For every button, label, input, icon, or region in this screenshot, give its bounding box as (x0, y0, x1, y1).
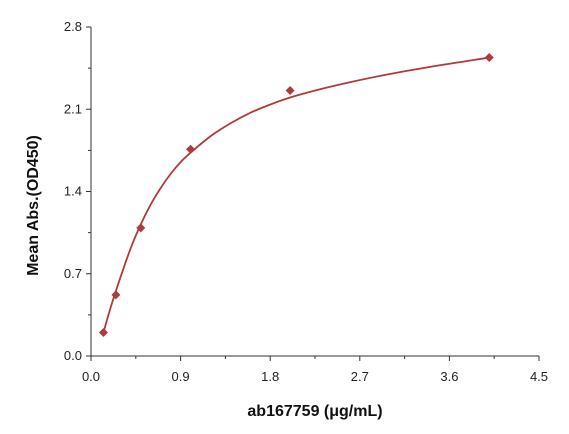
y-tick-label: 0.0 (64, 348, 82, 363)
data-point (186, 144, 196, 154)
data-point (285, 85, 295, 95)
data-point (484, 53, 494, 63)
fit-curve (102, 56, 490, 333)
y-axis-title: Mean Abs.(OD450) (25, 135, 42, 276)
data-points-layer (98, 53, 494, 337)
y-tick-label: 1.4 (64, 184, 82, 199)
y-tick-label: 2.8 (64, 19, 82, 34)
y-tick-label: 2.1 (64, 101, 82, 116)
x-tick-label: 1.8 (261, 369, 279, 384)
y-tick-label: 0.7 (64, 266, 82, 281)
data-point (98, 328, 108, 337)
fit-curve-layer (102, 56, 490, 333)
x-tick-label: 3.6 (440, 369, 458, 384)
data-point (111, 290, 121, 300)
x-tick-label: 4.5 (530, 369, 548, 384)
x-tick-label: 0.0 (82, 369, 100, 384)
x-axis-title: ab167759 (μg/mL) (247, 403, 382, 420)
x-tick-label: 0.9 (172, 369, 190, 384)
data-point (136, 223, 146, 233)
x-tick-label: 2.7 (351, 369, 369, 384)
ticks: 0.0 0.7 1.4 2.1 2.8 0.0 0.9 1.8 2.7 3.6 4.5 (64, 19, 548, 384)
